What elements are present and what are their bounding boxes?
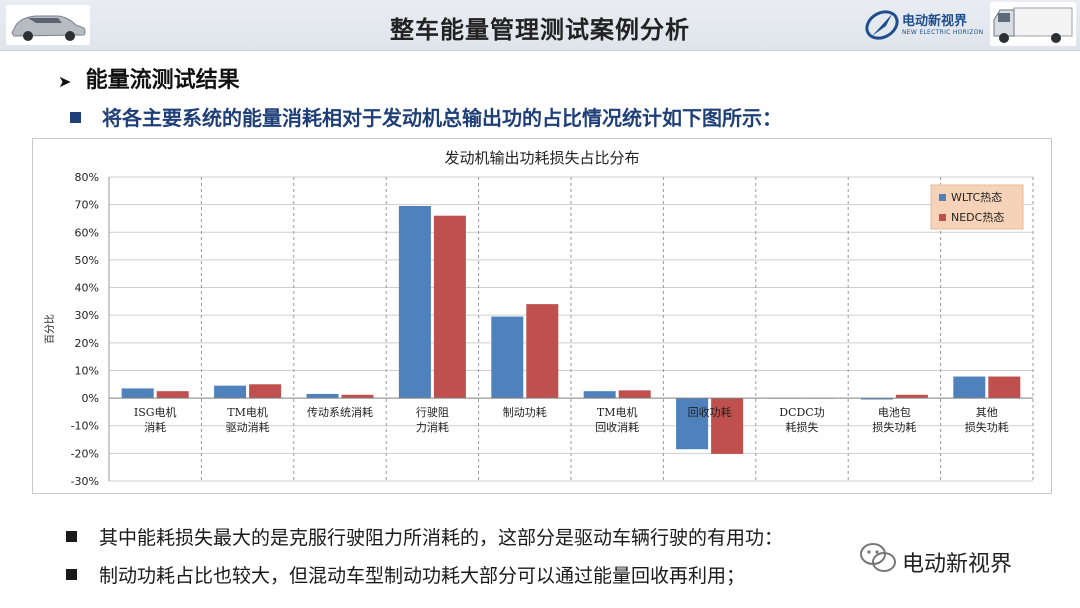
bar: [398, 206, 431, 399]
chart-panel: 发动机输出功耗损失占比分布百分比 80% 70% 60% 50% 40% 30% 20% 10%…: [32, 138, 1052, 494]
bar: [156, 391, 189, 399]
category-label: 耗损失: [786, 420, 819, 434]
category-label: 行驶阻: [416, 405, 449, 419]
watermark: 电动新视界: [858, 540, 1068, 580]
y-tick-label: 0%: [82, 392, 99, 405]
category-label: 回收功耗: [688, 405, 732, 419]
bar: [526, 304, 559, 399]
y-axis-label: 百分比: [44, 314, 56, 344]
y-tick-label: -30%: [71, 475, 99, 488]
y-tick-label: -20%: [71, 447, 99, 460]
summary-bullet-text: 将各主要系统的能量消耗相对于发动机总输出功的占比情况统计如下图所示：: [101, 106, 782, 130]
category-label: TM电机: [597, 405, 638, 419]
bullet-text: 制动功耗占比也较大，但混动车型制动功耗大部分可以通过能量回收再利用；: [99, 565, 746, 587]
bar: [341, 394, 374, 399]
section-title-text: 能量流测试结果: [85, 68, 240, 93]
wechat-icon: [860, 543, 896, 572]
square-bullet-icon: [70, 112, 81, 123]
bar: [121, 388, 154, 399]
brand-swirl-icon: [865, 10, 899, 40]
bar: [306, 393, 339, 399]
category-label: ISG电机: [134, 405, 177, 419]
y-tick-label: 60%: [75, 226, 99, 239]
legend-swatch: [939, 194, 946, 201]
category-label: DCDC功: [779, 406, 824, 419]
bar: [895, 394, 928, 399]
category-label: 消耗: [144, 420, 166, 434]
bullet-item: 其中能耗损失最大的是克服行驶阻力所消耗的，这部分是驱动车辆行驶的有用功：: [66, 523, 783, 550]
legend-label: NEDC热态: [951, 211, 1004, 224]
category-label: 损失功耗: [965, 420, 1009, 434]
brand-name: 电动新视界: [902, 14, 968, 29]
bar: [249, 384, 282, 399]
category-label: 回收消耗: [595, 420, 639, 434]
category-label: 制动功耗: [503, 406, 547, 419]
chart-title: 发动机输出功耗损失占比分布: [444, 149, 639, 167]
y-tick-label: 70%: [75, 199, 99, 212]
category-label: 损失功耗: [872, 420, 916, 434]
bar: [953, 376, 986, 399]
bar: [988, 376, 1021, 399]
y-tick-label: 40%: [75, 282, 99, 295]
y-tick-label: 80%: [75, 171, 99, 184]
y-tick-label: -10%: [71, 420, 99, 433]
category-label: 传动系统消耗: [307, 405, 373, 419]
car-image: [6, 5, 90, 45]
summary-bullet: 将各主要系统的能量消耗相对于发动机总输出功的占比情况统计如下图所示：: [70, 102, 782, 131]
category-label: 驱动消耗: [226, 420, 270, 434]
y-tick-label: 30%: [75, 309, 99, 322]
legend-swatch: [939, 214, 946, 221]
brand-logo: 电动新视界 NEW ELECTRIC HORIZON: [862, 4, 992, 46]
bar: [214, 385, 247, 399]
bar: [583, 391, 616, 399]
slide-header: 整车能量管理测试案例分析 电动新视界 NEW ELECTRIC HORIZON: [0, 0, 1080, 51]
bar: [491, 316, 524, 399]
category-label: 其他: [976, 406, 998, 419]
category-label: TM电机: [227, 405, 268, 419]
legend-label: WLTC热态: [951, 191, 1002, 204]
bar: [433, 215, 466, 399]
bar: [676, 398, 709, 450]
bar: [711, 398, 744, 454]
truck-image: [990, 2, 1076, 46]
bar: [618, 390, 651, 399]
square-bullet-icon: [66, 531, 77, 542]
y-tick-label: 10%: [75, 364, 99, 377]
category-label: 电池包: [878, 406, 911, 419]
brand-subtitle: NEW ELECTRIC HORIZON: [902, 29, 984, 36]
y-tick-label: 50%: [75, 254, 99, 267]
legend-box: [930, 184, 1024, 230]
section-title: ➤ 能量流测试结果: [58, 62, 240, 94]
y-tick-label: 20%: [75, 337, 99, 350]
slide-title: 整车能量管理测试案例分析: [390, 16, 690, 44]
watermark-text: 电动新视界: [902, 552, 1013, 577]
bullet-text: 其中能耗损失最大的是克服行驶阻力所消耗的，这部分是驱动车辆行驶的有用功：: [99, 527, 784, 549]
bullet-item: 制动功耗占比也较大，但混动车型制动功耗大部分可以通过能量回收再利用；: [66, 561, 745, 588]
bar: [860, 398, 893, 400]
category-label: 力消耗: [416, 420, 449, 434]
arrow-bullet-icon: ➤: [58, 72, 72, 91]
square-bullet-icon: [66, 569, 77, 580]
